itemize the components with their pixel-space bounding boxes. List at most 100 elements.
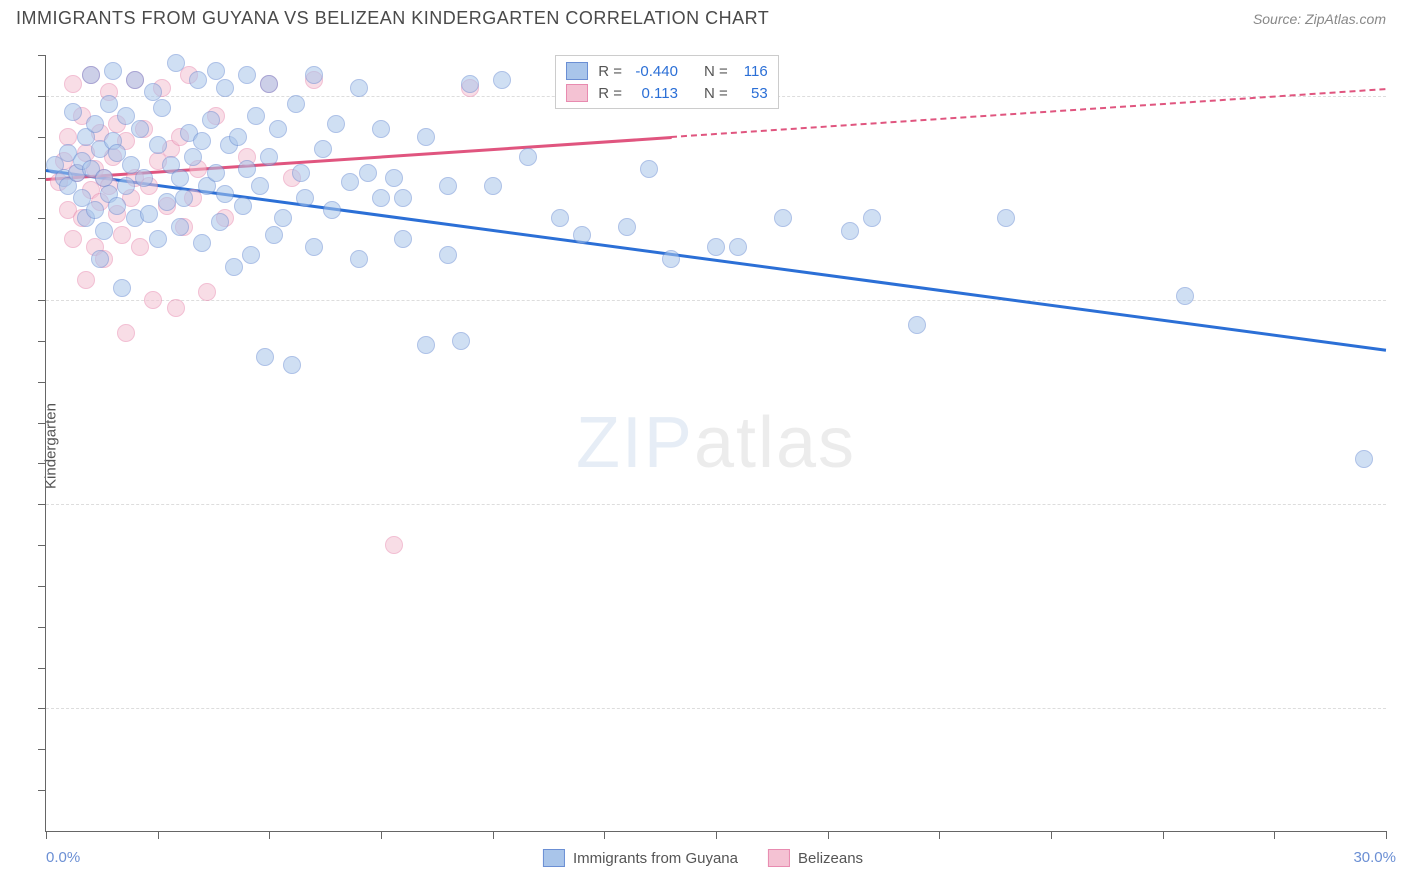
scatter-point: [461, 75, 479, 93]
y-tick-label: 100.0%: [1396, 87, 1406, 104]
scatter-point: [86, 115, 104, 133]
scatter-chart: ZIPatlas 85.0%90.0%95.0%100.0%0.0%30.0%R…: [45, 55, 1386, 832]
y-tick: [38, 504, 46, 505]
scatter-point: [341, 173, 359, 191]
scatter-point: [260, 148, 278, 166]
scatter-point: [113, 279, 131, 297]
scatter-point: [64, 75, 82, 93]
y-tick-label: 90.0%: [1396, 496, 1406, 513]
watermark: ZIPatlas: [576, 402, 856, 484]
scatter-point: [216, 79, 234, 97]
y-tick: [38, 749, 46, 750]
scatter-point: [104, 62, 122, 80]
legend-item-pink: Belizeans: [768, 849, 863, 867]
legend-stats: R = 0.113N = 53: [598, 85, 768, 102]
scatter-point: [242, 246, 260, 264]
scatter-point: [126, 71, 144, 89]
scatter-point: [863, 209, 881, 227]
x-tick: [158, 831, 159, 839]
y-tick: [38, 341, 46, 342]
scatter-point: [394, 230, 412, 248]
scatter-point: [149, 230, 167, 248]
y-tick: [38, 218, 46, 219]
scatter-point: [287, 95, 305, 113]
scatter-point: [274, 209, 292, 227]
y-tick: [38, 259, 46, 260]
x-tick: [381, 831, 382, 839]
x-tick: [828, 831, 829, 839]
y-tick: [38, 178, 46, 179]
scatter-point: [207, 164, 225, 182]
legend-row: R = 0.113N = 53: [566, 82, 768, 104]
gridline-h: [46, 708, 1386, 709]
scatter-point: [269, 120, 287, 138]
y-tick: [38, 790, 46, 791]
scatter-point: [452, 332, 470, 350]
scatter-point: [662, 250, 680, 268]
y-tick-label: 95.0%: [1396, 292, 1406, 309]
scatter-point: [91, 250, 109, 268]
scatter-point: [519, 148, 537, 166]
scatter-point: [265, 226, 283, 244]
scatter-point: [211, 213, 229, 231]
bottom-legend: Immigrants from Guyana Belizeans: [543, 849, 863, 867]
scatter-point: [417, 336, 435, 354]
scatter-point: [256, 348, 274, 366]
x-label-min: 0.0%: [46, 849, 80, 866]
scatter-point: [573, 226, 591, 244]
scatter-point: [108, 197, 126, 215]
scatter-point: [95, 169, 113, 187]
correlation-legend: R = -0.440N = 116R = 0.113N = 53: [555, 55, 779, 109]
scatter-point: [359, 164, 377, 182]
scatter-point: [551, 209, 569, 227]
scatter-point: [774, 209, 792, 227]
scatter-point: [1355, 450, 1373, 468]
x-label-max: 30.0%: [1353, 849, 1396, 866]
scatter-point: [618, 218, 636, 236]
legend-label-blue: Immigrants from Guyana: [573, 850, 738, 867]
scatter-point: [171, 218, 189, 236]
x-tick: [604, 831, 605, 839]
y-tick: [38, 627, 46, 628]
scatter-point: [144, 291, 162, 309]
chart-title: IMMIGRANTS FROM GUYANA VS BELIZEAN KINDE…: [16, 8, 769, 29]
scatter-point: [238, 160, 256, 178]
scatter-point: [841, 222, 859, 240]
scatter-point: [323, 201, 341, 219]
scatter-point: [372, 189, 390, 207]
scatter-point: [198, 283, 216, 301]
scatter-point: [135, 169, 153, 187]
scatter-point: [417, 128, 435, 146]
scatter-point: [207, 62, 225, 80]
scatter-point: [327, 115, 345, 133]
gridline-h: [46, 504, 1386, 505]
legend-label-pink: Belizeans: [798, 850, 863, 867]
legend-swatch-pink: [768, 849, 790, 867]
scatter-point: [117, 177, 135, 195]
y-tick: [38, 96, 46, 97]
legend-swatch: [566, 62, 588, 80]
scatter-point: [908, 316, 926, 334]
scatter-point: [167, 299, 185, 317]
scatter-point: [82, 66, 100, 84]
scatter-point: [216, 185, 234, 203]
scatter-point: [251, 177, 269, 195]
x-tick: [1163, 831, 1164, 839]
y-tick: [38, 423, 46, 424]
scatter-point: [117, 324, 135, 342]
y-tick: [38, 586, 46, 587]
scatter-point: [260, 75, 278, 93]
scatter-point: [729, 238, 747, 256]
scatter-point: [439, 246, 457, 264]
x-tick: [46, 831, 47, 839]
scatter-point: [140, 205, 158, 223]
legend-swatch: [566, 84, 588, 102]
scatter-point: [296, 189, 314, 207]
scatter-point: [77, 271, 95, 289]
watermark-brand-2: atlas: [694, 403, 856, 483]
scatter-point: [131, 238, 149, 256]
scatter-point: [175, 189, 193, 207]
scatter-point: [64, 103, 82, 121]
scatter-point: [394, 189, 412, 207]
scatter-point: [189, 71, 207, 89]
